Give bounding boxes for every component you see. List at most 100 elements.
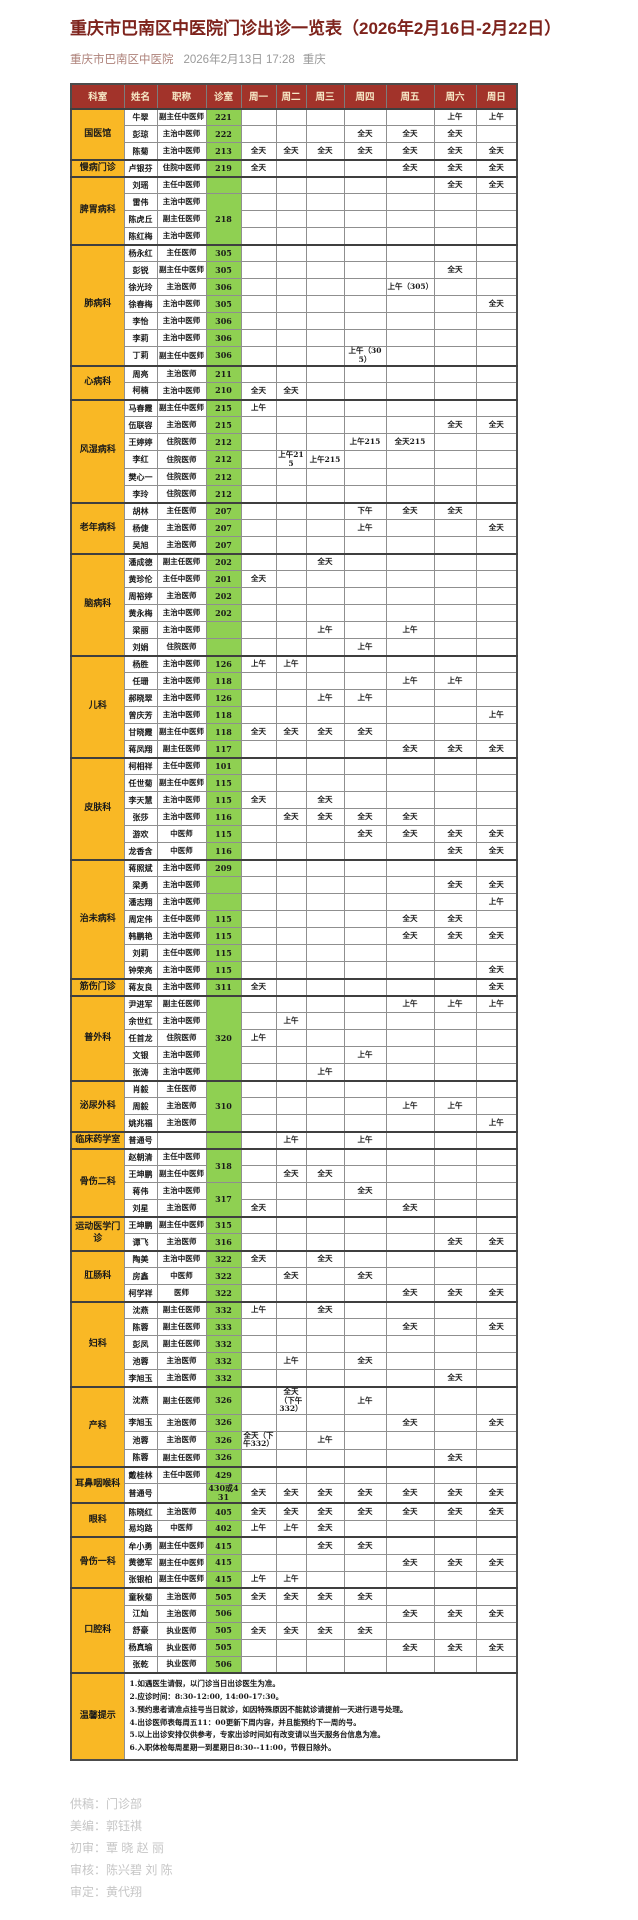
day-cell [433, 398, 477, 418]
day-cell [240, 893, 277, 912]
day-cell [385, 1335, 435, 1354]
doctor-name-cell: 刘星 [123, 1199, 158, 1218]
day-cell [475, 1621, 518, 1640]
account-name[interactable]: 重庆市巴南区中医院 [70, 53, 174, 66]
day-cell [475, 1130, 518, 1150]
day-cell [240, 1413, 277, 1432]
day-cell [343, 1233, 387, 1252]
doctor-name-cell: 陈菊 [123, 142, 158, 161]
header-cell: 周五 [385, 83, 435, 110]
room-cell: 505 [205, 1638, 242, 1657]
doctor-name-cell: 肖毅 [123, 1079, 158, 1099]
day-cell: 全天 [305, 1165, 345, 1184]
day-cell [475, 1300, 518, 1320]
day-cell [305, 346, 345, 367]
job-title-cell: 主任中医师 [156, 1147, 207, 1167]
footer-line: 美编：郭钰祺 [70, 1818, 143, 1833]
room-cell: 505 [205, 1587, 242, 1606]
day-cell [305, 858, 345, 878]
day-cell [433, 1413, 477, 1432]
job-title-cell: 主治医师 [156, 1097, 207, 1116]
day-cell: 全天 [433, 1553, 477, 1572]
day-cell: 全天 [475, 977, 518, 997]
day-cell [475, 485, 518, 504]
day-cell: 上午 [343, 1046, 387, 1065]
day-cell: 全天 [475, 842, 518, 861]
day-cell [433, 346, 477, 367]
day-cell [240, 1536, 277, 1555]
table-row: 游欢 中医师 115 全天 全天 全天 全天 [71, 825, 518, 844]
day-cell: 上午 [305, 689, 345, 708]
day-cell [240, 1267, 277, 1286]
day-cell: 全天 [275, 1267, 307, 1286]
day-cell [343, 468, 387, 487]
doctor-name-cell: 江灿 [123, 1604, 158, 1623]
day-cell: 全天 [305, 1587, 345, 1606]
day-cell [240, 278, 277, 297]
doctor-name-cell: 柯相祥 [123, 756, 158, 776]
day-cell [433, 689, 477, 708]
day-cell [343, 382, 387, 401]
day-cell [433, 243, 477, 263]
day-cell [385, 1114, 435, 1133]
day-cell [385, 261, 435, 280]
room-cell [205, 1130, 242, 1150]
day-cell: 上午 [240, 398, 277, 418]
day-cell [240, 927, 277, 946]
day-cell [240, 1465, 277, 1485]
day-cell [385, 295, 435, 314]
day-cell [275, 977, 307, 997]
day-cell: 全天 [343, 1267, 387, 1286]
day-cell [240, 1114, 277, 1133]
table-row: 儿科 杨胜 主治中医师 126 上午 上午 [70, 654, 518, 759]
job-title-cell: 中医师 [156, 1519, 207, 1538]
job-title-cell: 住院医师 [156, 1029, 207, 1048]
day-cell [275, 416, 307, 435]
day-cell [240, 1284, 277, 1303]
day-cell: 全天 [433, 740, 477, 759]
day-cell [305, 1318, 345, 1337]
day-cell [433, 654, 477, 674]
day-cell [305, 1449, 345, 1468]
day-cell: 上午215 [305, 450, 345, 470]
day-cell [385, 638, 435, 657]
table-row: 陈蓉 副主任医师 333 全天 全天 [71, 1318, 518, 1337]
note-line: 4.出诊医师表每周五11：00更新下周内容，并且能预约下一周的号。 [129, 1717, 361, 1727]
day-cell [433, 364, 477, 384]
doctor-name-cell: 李旭玉 [123, 1413, 158, 1432]
day-cell [475, 125, 518, 144]
day-cell: 全天 [343, 808, 387, 827]
table-header-row: 科室 姓名 职称 诊室 周一 周二 周三 周四 周五 周六 周日 [70, 83, 518, 110]
job-title-cell: 中医师 [156, 825, 207, 844]
day-cell [343, 1215, 387, 1235]
day-cell: 全天 [275, 1621, 307, 1640]
day-cell [240, 193, 277, 212]
day-cell: 全天 [275, 142, 307, 161]
day-cell [275, 1063, 307, 1082]
day-cell [385, 944, 435, 963]
room-cell: 115 [205, 910, 242, 929]
day-cell [343, 416, 387, 435]
day-cell [275, 893, 307, 912]
day-cell: 全天（下午332） [240, 1430, 277, 1451]
day-cell [433, 1199, 477, 1218]
day-cell [305, 1079, 345, 1099]
day-cell: 全天 [305, 552, 345, 572]
job-title-cell: 主任中医师 [156, 570, 207, 589]
day-cell [385, 1587, 435, 1606]
day-cell: 全天 [343, 1352, 387, 1371]
table-row: 周毅 主治医师 上午 上午 [71, 1097, 518, 1116]
room-cell: 126 [205, 689, 242, 708]
table-row: 刘莉 主任中医师 115 [71, 944, 518, 963]
dept-cell: 筋伤门诊 [70, 977, 125, 997]
job-title-cell: 中医师 [156, 842, 207, 861]
day-cell: 全天 [343, 825, 387, 844]
day-cell [240, 468, 277, 487]
day-cell [475, 1655, 518, 1674]
job-title-cell: 主治医师 [156, 1587, 207, 1606]
day-cell: 全天 [433, 142, 477, 161]
room-cell: 317 [205, 1182, 242, 1218]
table-row: 心病科 周亮 主治医师 211 [70, 364, 518, 401]
room-cell: 332 [205, 1335, 242, 1354]
day-cell: 全天 [433, 842, 477, 861]
